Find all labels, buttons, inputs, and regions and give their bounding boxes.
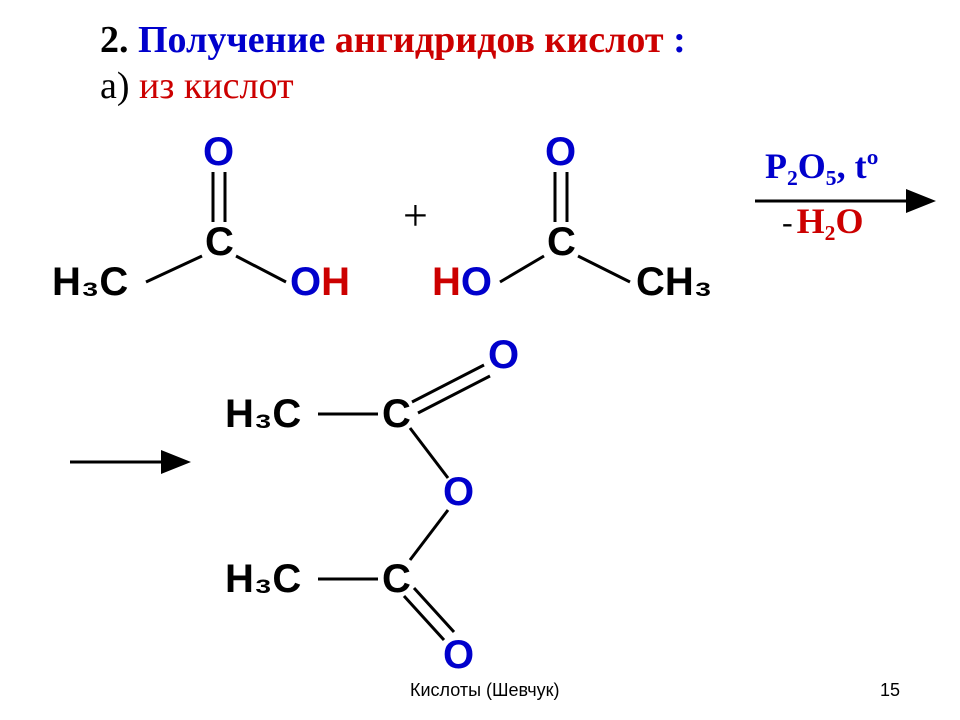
atom-OH-left: OH [290,260,350,305]
atom-O-top-right: O [545,130,576,175]
prod-H3C-top: H₃C [225,392,301,437]
footer-page: 15 [880,680,900,701]
bonds-svg [0,0,960,720]
title-line-2: а) из кислот [100,64,920,108]
atom-O-top-left: O [203,130,234,175]
conditions-below: - H₂O [782,200,863,242]
prod-C-bot: C [382,557,411,602]
atom-OH-O: O [290,260,321,304]
title-word1: Получение [138,19,325,61]
prod-O-bot-dbl: O [443,633,474,678]
title-colon: : [673,19,686,61]
atom-HO-right: HO [432,260,492,305]
atom-H3C-left: H₃C [52,260,128,305]
title-line-1: 2. Получение ангидридов кислот : [100,18,920,62]
plus-sign: + [403,190,428,241]
title-word2: ангидридов кислот [335,19,664,61]
atom-HO-O: O [461,260,492,304]
conditions-above: P₂O₅, tº [765,145,878,187]
title-number: 2. [100,19,129,61]
footer-text: Кислоты (Шевчук) [410,680,560,701]
cond-minus: - [782,204,793,240]
atom-CH3-right: CH₃ [636,260,712,305]
prod-H3C-bot: H₃C [225,557,301,602]
title-line2-b: из кислот [139,65,294,107]
title-block: 2. Получение ангидридов кислот : а) из к… [100,18,920,108]
slide-stage: 2. Получение ангидридов кислот : а) из к… [0,0,960,720]
prod-O-top-dbl: O [488,333,519,378]
atom-OH-H: H [321,260,350,304]
title-line2-a: а) [100,65,130,107]
prod-O-center: O [443,470,474,515]
cond-h2o: H₂O [797,201,864,241]
atom-HO-H: H [432,260,461,304]
atom-C-right: C [547,220,576,265]
prod-C-top: C [382,392,411,437]
atom-C-left: C [205,220,234,265]
